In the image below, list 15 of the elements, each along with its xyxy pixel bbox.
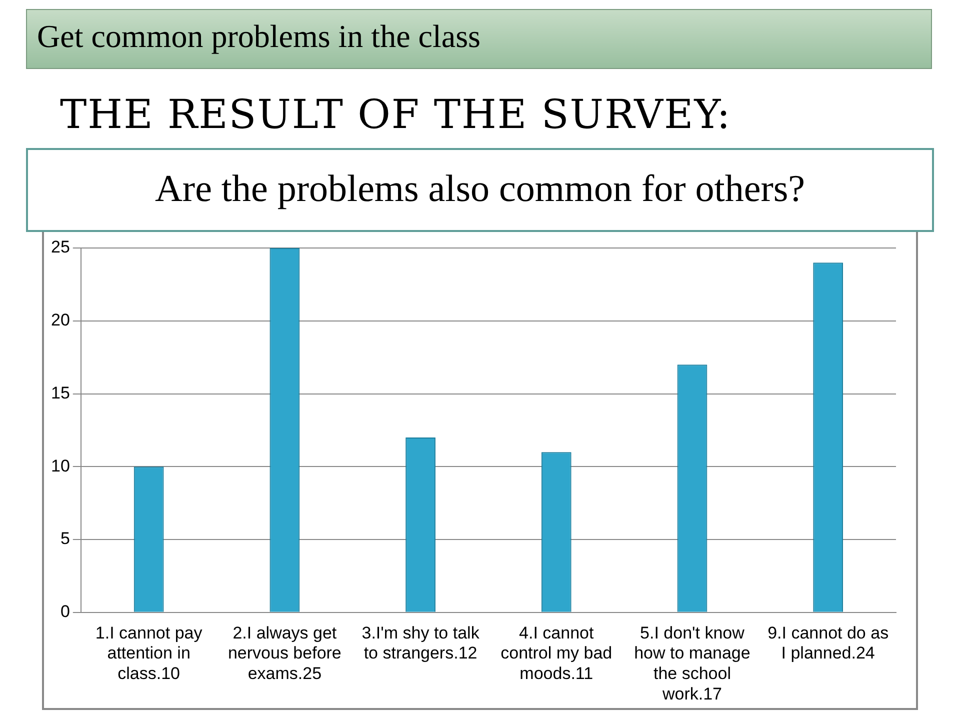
x-tick-label: 4.I cannot control my bad moods.11 [500,623,612,684]
x-tick-label: 9.I cannot do as I planned.24 [768,623,889,663]
text: Get common problems in the class [26,9,932,69]
x-tick-label: 2.I always get nervous before exams.25 [228,623,342,684]
y-tick-label: 25 [50,238,70,257]
y-tick-label: 10 [50,456,70,476]
x-tick-label: 3.I'm shy to talk to strangers.12 [362,623,480,663]
x-tick-label: 1.I cannot pay attention in class.10 [95,623,203,684]
y-tick-label: 20 [50,310,70,330]
x-tick-label: 5.I don't know how to manage the school work.17 [634,623,750,704]
chart-subtitle: Are the problems also common for others? [26,148,934,232]
chart-title: THE RESULT OF THE SURVEY: [60,92,732,138]
y-tick-label: 0 [60,602,70,622]
y-tick-label: 15 [50,383,70,402]
y-tick-label: 5 [60,529,70,548]
